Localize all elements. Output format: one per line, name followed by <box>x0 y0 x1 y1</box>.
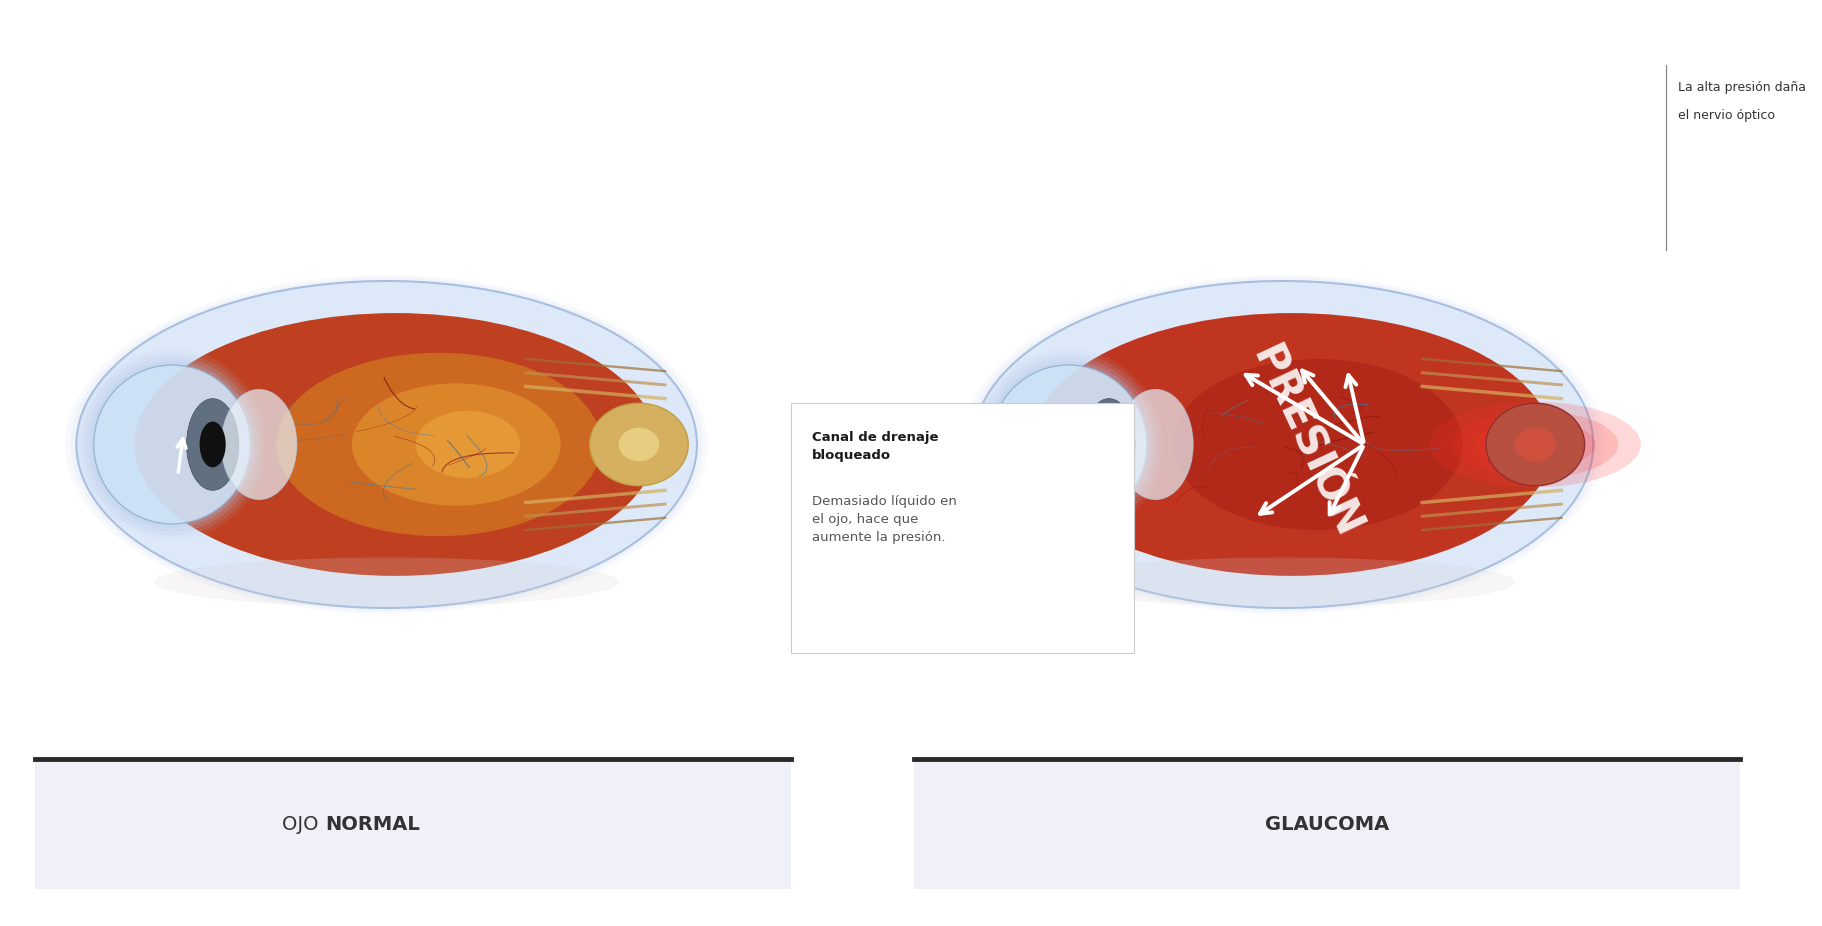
Ellipse shape <box>977 283 1589 606</box>
Ellipse shape <box>66 275 709 614</box>
Ellipse shape <box>1082 398 1135 491</box>
Ellipse shape <box>220 390 297 499</box>
Ellipse shape <box>78 349 266 540</box>
Ellipse shape <box>1430 402 1642 487</box>
FancyBboxPatch shape <box>35 759 791 889</box>
Text: PRESIÓN: PRESIÓN <box>1243 339 1368 544</box>
Ellipse shape <box>71 278 703 611</box>
Ellipse shape <box>619 428 660 461</box>
Ellipse shape <box>1173 359 1463 530</box>
Ellipse shape <box>982 357 1155 532</box>
Ellipse shape <box>962 275 1605 614</box>
Ellipse shape <box>277 353 601 536</box>
Ellipse shape <box>975 349 1162 540</box>
Text: Canal de drenaje
bloqueado: Canal de drenaje bloqueado <box>813 431 938 461</box>
Ellipse shape <box>352 383 561 506</box>
Ellipse shape <box>973 281 1592 608</box>
Text: el nervio óptico: el nervio óptico <box>1678 109 1775 122</box>
FancyBboxPatch shape <box>915 759 1740 889</box>
Ellipse shape <box>77 281 698 608</box>
Ellipse shape <box>1516 428 1556 461</box>
Ellipse shape <box>1117 390 1193 499</box>
Text: Demasiado líquido en
el ojo, hace que
aumente la presión.: Demasiado líquido en el ojo, hace que au… <box>813 495 957 544</box>
Ellipse shape <box>989 365 1146 524</box>
Ellipse shape <box>415 411 519 478</box>
Ellipse shape <box>82 353 262 536</box>
Ellipse shape <box>93 365 250 524</box>
Ellipse shape <box>988 289 1578 600</box>
Ellipse shape <box>93 365 250 524</box>
Ellipse shape <box>80 283 692 606</box>
FancyBboxPatch shape <box>791 403 1133 653</box>
Ellipse shape <box>973 281 1594 608</box>
Ellipse shape <box>978 353 1159 536</box>
Ellipse shape <box>86 286 687 603</box>
Ellipse shape <box>91 289 681 600</box>
Ellipse shape <box>200 421 226 468</box>
Ellipse shape <box>1487 403 1585 486</box>
Ellipse shape <box>89 361 255 528</box>
Ellipse shape <box>967 278 1600 611</box>
Ellipse shape <box>135 313 656 576</box>
Ellipse shape <box>1051 557 1516 607</box>
Ellipse shape <box>86 357 259 532</box>
Ellipse shape <box>1031 313 1552 576</box>
Text: NORMAL: NORMAL <box>324 815 419 833</box>
Text: OJO: OJO <box>282 815 324 833</box>
Text: La alta presión daña: La alta presión daña <box>1678 81 1806 94</box>
Ellipse shape <box>186 398 239 491</box>
Text: GLAUCOMA: GLAUCOMA <box>1264 815 1388 833</box>
Ellipse shape <box>155 557 619 607</box>
Ellipse shape <box>989 365 1146 524</box>
Ellipse shape <box>1476 420 1596 469</box>
Ellipse shape <box>1097 421 1122 468</box>
Ellipse shape <box>982 286 1583 603</box>
Ellipse shape <box>77 281 698 608</box>
Ellipse shape <box>986 361 1152 528</box>
Ellipse shape <box>590 403 689 486</box>
Ellipse shape <box>1452 411 1618 478</box>
